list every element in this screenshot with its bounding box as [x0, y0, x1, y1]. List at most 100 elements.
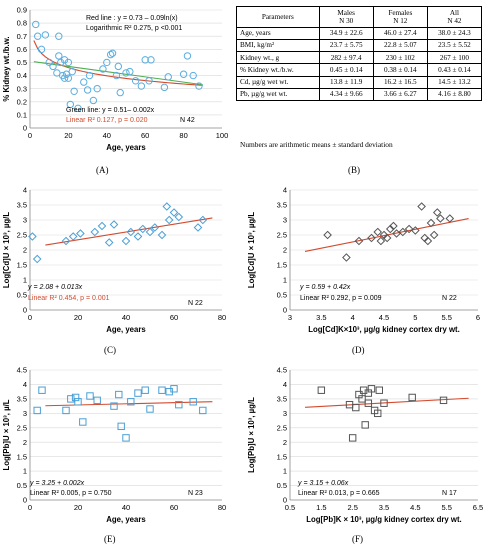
y-tick-label: 1.5 [17, 452, 27, 461]
table-cell: 0.45 ± 0.14 [318, 63, 374, 77]
data-point [426, 218, 436, 228]
data-point [146, 405, 154, 413]
table-cell: 0.43 ± 0.14 [426, 63, 483, 77]
data-point [127, 398, 135, 406]
chart-c-points [28, 202, 208, 264]
table-cell: 267 ± 100 [426, 51, 483, 65]
table-cell: 230 ± 102 [372, 51, 428, 65]
chart-f-grid [290, 369, 478, 486]
y-tick-label: 4 [283, 380, 287, 389]
chart-e-ann-r2: Linear R² 0.005, p = 0.750 [30, 490, 112, 497]
x-tick-label: 40 [103, 131, 111, 140]
x-tick-label: 20 [64, 131, 72, 140]
data-point [71, 393, 80, 402]
chart-f-ann-r2: Linear R² 0.013, p = 0.665 [298, 490, 380, 497]
caption-a: (A) [96, 165, 109, 175]
chart-d-ann-eq: y = 0.59 + 0.42x [299, 284, 351, 291]
y-tick-label: 2.5 [277, 423, 287, 432]
data-point [169, 208, 179, 217]
y-tick-label: 2.5 [277, 231, 287, 240]
y-axis-title: Log[Pb]U × 10³, µ/L [2, 399, 11, 470]
data-point [85, 71, 94, 80]
data-point [375, 386, 384, 394]
data-point [175, 400, 183, 409]
table-cell: Age, years [236, 26, 320, 40]
chart-a-ann-red2: Logarithmic R² 0.275, p <0.001 [86, 25, 182, 32]
data-point [108, 49, 117, 57]
table-cell: 34.9 ± 22.6 [318, 26, 374, 40]
fit-line-1 [45, 401, 213, 407]
data-point [122, 69, 130, 77]
data-point [162, 202, 172, 211]
data-point [131, 77, 140, 85]
data-point [67, 395, 75, 403]
data-point [160, 83, 169, 92]
data-point [179, 70, 188, 78]
data-point [138, 224, 148, 234]
chart-c-grid [30, 189, 222, 296]
table-cell: BMI, kg/m² [236, 38, 320, 53]
data-point [432, 208, 442, 217]
y-tick-label: 0.3 [17, 84, 27, 93]
chart-e: 0 0.5 1 1.5 2 2.5 3 3.5 4 4.5 0 20 40 60 80 Age, years L… [2, 366, 226, 524]
data-point [133, 232, 143, 241]
data-point [367, 385, 376, 393]
data-point [158, 386, 166, 394]
y-tick-label: 0.6 [17, 45, 27, 54]
caption-e: (E) [104, 534, 116, 544]
data-point [64, 74, 73, 82]
chart-e-ann-eq: y = 3.25 + 0.002x [29, 480, 85, 487]
chart-c-ann-r2: Linear R² 0.454, p = 0.001 [28, 295, 110, 302]
data-point [74, 398, 82, 406]
table-cell: 14.5 ± 13.2 [426, 75, 483, 89]
y-tick-label: 3.5 [17, 201, 27, 210]
data-point [373, 227, 383, 237]
x-tick-label: 80 [218, 313, 226, 322]
table-cell: 3.66 ± 6.27 [372, 87, 428, 102]
table-cell: 23.5 ± 5.52 [426, 38, 483, 53]
y-axis-title: Log[Cd]U × 10³, µg/L [247, 212, 256, 288]
y-tick-label: 3.5 [277, 201, 287, 210]
data-point [61, 236, 71, 246]
data-point [60, 56, 69, 64]
data-point [183, 52, 192, 60]
data-point [76, 229, 85, 238]
data-point [68, 67, 76, 76]
panel-f: 0 0.5 1 1.5 2 2.5 3 3.5 4 4.5 0.5 1.5 2.5 3.5 4.5 5.5 6.… [242, 362, 488, 550]
data-point [429, 230, 439, 240]
data-point [99, 65, 107, 73]
x-tick-label: 3.5 [316, 313, 326, 322]
y-tick-label: 0.5 [17, 481, 27, 490]
chart-d-points [323, 202, 455, 262]
table-header-row: Parameters Males N 30 Females N 12 All N 42 [236, 6, 483, 28]
header-all: All N 42 [426, 6, 483, 28]
y-tick-label: 0 [23, 306, 27, 315]
table-cell: Kidney wt., g [236, 51, 320, 65]
data-point [141, 386, 149, 394]
caption-c: (C) [104, 345, 116, 355]
table-row: Cd, µg/g wet wt. 13.8 ± 11.9 16.2 ± 16.5… [236, 75, 483, 89]
panel-e: 0 0.5 1 1.5 2 2.5 3 3.5 4 4.5 0 20 40 60 80 Age, years L… [0, 362, 232, 550]
data-point [79, 418, 87, 426]
y-tick-label: 0 [23, 496, 27, 505]
y-axis-title: Log[Pb]U × 10³, µg/L [247, 397, 256, 473]
data-point [33, 32, 42, 40]
data-point [354, 236, 364, 246]
data-point [389, 221, 398, 231]
caption-f: (F) [352, 534, 363, 544]
x-tick-label: 4.5 [379, 313, 389, 322]
data-point [41, 31, 50, 39]
y-tick-label: 3 [23, 409, 27, 418]
x-tick-label: 3.5 [379, 503, 389, 512]
y-tick-label: 0.1 [17, 110, 27, 119]
y-tick-label: 0 [283, 306, 287, 315]
chart-d-grid [290, 189, 478, 296]
data-point [404, 224, 414, 234]
data-point [32, 20, 40, 29]
table-cell: 16.2 ± 16.5 [372, 75, 428, 89]
panel-c: 0 0.5 1 1.5 2 2.5 3 3.5 4 0 20 40 60 80 Age, years Log[… [0, 182, 232, 358]
y-tick-label: 0.7 [17, 32, 27, 41]
table-cell: 38.0 ± 24.3 [426, 26, 483, 40]
y-tick-label: 0.9 [17, 6, 27, 15]
data-point [164, 215, 174, 225]
